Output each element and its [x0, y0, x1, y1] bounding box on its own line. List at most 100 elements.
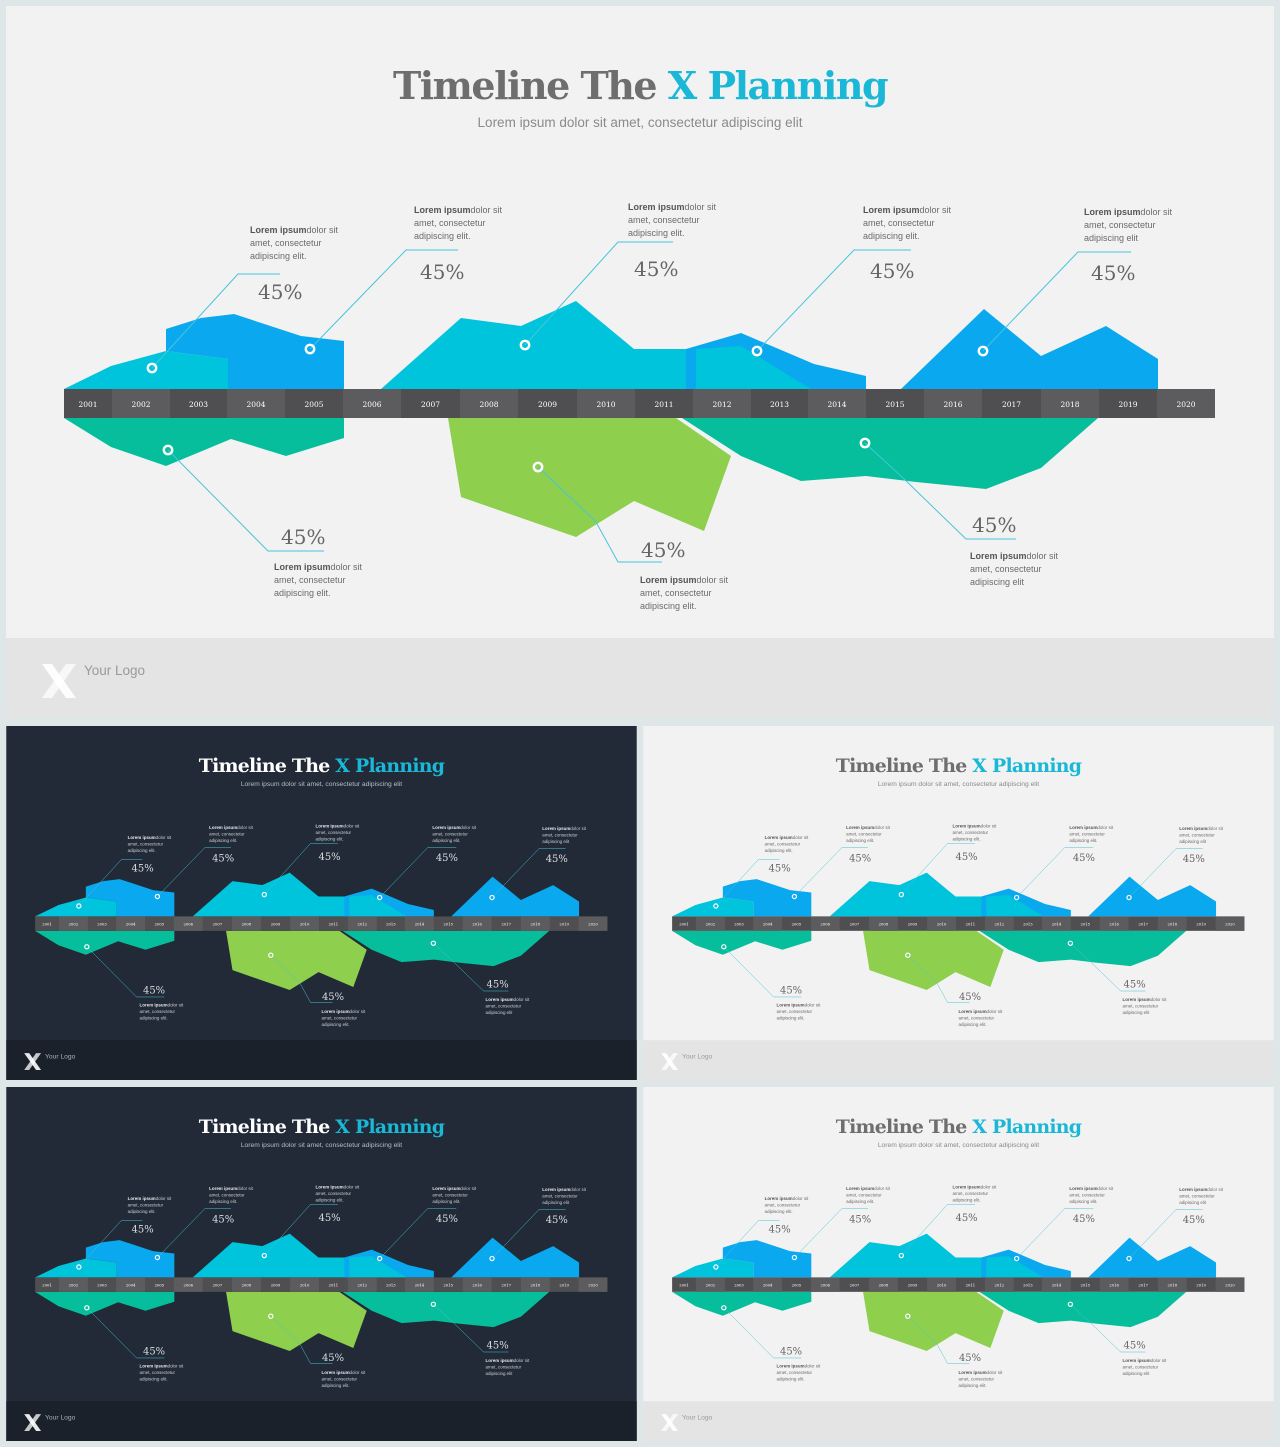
- thumb-light-1-callout-value: 45%: [959, 992, 981, 1003]
- thumb-dark-2-callout-line2: amet, consectetur: [316, 1191, 352, 1196]
- main-callout-bold: Lorem ipsum: [640, 575, 697, 585]
- thumb-dark-2-callout-line3: adipiscing elit.: [140, 1376, 168, 1381]
- thumb-light-2-callout-value: 45%: [769, 1225, 791, 1236]
- main-callout-line3: adipiscing elit.: [863, 231, 920, 241]
- thumb-light-2-year-cell: [984, 1277, 1014, 1292]
- thumb-light-1-callout-bold: Lorem ipsum: [953, 823, 981, 828]
- thumb-light-1-year-label: 2018: [1168, 922, 1178, 926]
- thumb-light-2-year-label: 2003: [734, 1283, 744, 1287]
- thumb-dark-2-callout-bold: Lorem ipsum: [128, 1196, 156, 1201]
- thumb-light-2-callout-bold: Lorem ipsum: [1069, 1186, 1097, 1191]
- thumb-dark-2-marker-ring: [261, 1252, 268, 1259]
- thumb-light-2-year-label: 2017: [1138, 1283, 1148, 1287]
- main-callout-value: 45%: [281, 525, 325, 549]
- slide-thumbnail-light-2[interactable]: Timeline The X Planning Lorem ipsum dolor…: [643, 1087, 1274, 1441]
- thumb-dark-1-callout-line1: Lorem ipsumdolor sit: [322, 1009, 366, 1014]
- thumb-dark-1-callout-line1: Lorem ipsumdolor sit: [542, 826, 586, 831]
- thumb-light-2-callout-line2: amet, consectetur: [846, 1192, 882, 1197]
- slide-thumbnail-light-1[interactable]: Timeline The X Planning Lorem ipsum dolor…: [643, 726, 1274, 1080]
- thumb-light-1-area-teal-right: [979, 930, 1187, 967]
- thumb-light-2-callout-line: [907, 1316, 970, 1364]
- thumb-light-1-year-cell: [984, 916, 1014, 931]
- thumb-dark-2-year-cell: [58, 1277, 88, 1292]
- thumb-light-1-callout-bold: Lorem ipsum: [1123, 997, 1151, 1002]
- thumb-dark-2-callout-value: 45%: [212, 1215, 234, 1226]
- thumb-light-2-callout-line1: Lorem ipsumdolor sit: [777, 1363, 821, 1368]
- thumb-light-1-callout-line3: adipiscing elit.: [953, 836, 981, 841]
- thumb-dark-1-callout-value: 45%: [143, 985, 165, 996]
- thumb-dark-2-year-label: 2008: [242, 1283, 252, 1287]
- slide-thumbnail-dark-2[interactable]: Timeline The X Planning Lorem ipsum dolor…: [6, 1087, 637, 1441]
- main-callout-line3: adipiscing elit.: [250, 251, 307, 261]
- thumb-dark-1-callout-line3: adipiscing elit.: [140, 1015, 168, 1020]
- main-subtitle: Lorem ipsum dolor sit amet, consectetur …: [478, 115, 803, 130]
- thumb-dark-1-year-cell: [173, 916, 203, 931]
- main-year-label: 2001: [78, 400, 97, 409]
- slide-thumbnail-dark-1[interactable]: Timeline The X Planning Lorem ipsum dolor…: [6, 726, 637, 1080]
- thumb-dark-2-year-label: 2007: [213, 1283, 223, 1287]
- thumb-light-1-title-part2: X Planning: [972, 755, 1081, 777]
- thumb-light-2-logo-icon: [661, 1414, 679, 1432]
- thumb-light-2-callout-rest: dolor sit: [987, 1370, 1003, 1375]
- thumb-dark-1-marker-ring: [261, 891, 268, 898]
- thumb-light-2-callout-bold: Lorem ipsum: [777, 1363, 805, 1368]
- thumb-dark-2-callout-line3: adipiscing elit.: [128, 1209, 156, 1214]
- main-marker-ring: [519, 339, 531, 351]
- thumb-dark-1-year-label: 2011: [329, 922, 338, 926]
- main-callout-line: [982, 251, 1131, 352]
- main-year-cell: [808, 389, 866, 418]
- thumb-light-1-area-green-mid: [863, 930, 1004, 991]
- thumb-dark-1-year-cell: [520, 916, 550, 931]
- thumb-light-1-callout-bold: Lorem ipsum: [1179, 826, 1207, 831]
- thumb-light-1-callout-value: 45%: [849, 854, 871, 865]
- thumb-light-2-callout-line3: adipiscing elit.: [765, 1209, 793, 1214]
- thumb-dark-2-callout-line2: amet, consectetur: [322, 1376, 358, 1381]
- thumb-light-2-year-label: 2004: [763, 1283, 773, 1287]
- thumb-light-1-year-label: 2010: [937, 922, 947, 926]
- thumb-dark-1-callout-value: 45%: [322, 992, 344, 1003]
- thumb-light-1-callout-line3: adipiscing elit: [1179, 839, 1207, 844]
- thumb-light-2-area-cyan-mid: [829, 1233, 987, 1278]
- thumb-light-2-logo-text: Your Logo: [682, 1415, 713, 1422]
- main-year-label: 2019: [1118, 400, 1137, 409]
- main-area-cyan-left: [64, 351, 228, 389]
- thumb-dark-1-footer: [6, 1040, 637, 1080]
- thumb-dark-2-callout-line2: amet, consectetur: [486, 1364, 522, 1369]
- main-year-label: 2004: [246, 400, 265, 409]
- thumb-dark-2-year-label: 2003: [97, 1283, 107, 1287]
- thumb-light-1-callout-bold: Lorem ipsum: [777, 1002, 805, 1007]
- thumb-light-1-callout-rest: dolor sit: [793, 835, 809, 840]
- thumb-light-1-logo-text: Your Logo: [682, 1054, 713, 1061]
- thumb-dark-1-callout-line2: amet, consectetur: [316, 830, 352, 835]
- thumb-light-2-callout-line1: Lorem ipsumdolor sit: [959, 1370, 1003, 1375]
- thumb-dark-2-callout-line3: adipiscing elit.: [322, 1383, 350, 1388]
- thumb-dark-2-callout-line: [78, 1219, 143, 1268]
- main-year-label: 2006: [362, 400, 381, 409]
- thumb-light-1-year-cell: [927, 916, 957, 931]
- thumb-light-1-year-cell: [869, 916, 898, 931]
- thumb-dark-2-year-label: 2005: [155, 1283, 165, 1287]
- thumb-light-1-callout-rest: dolor sit: [981, 823, 997, 828]
- thumb-light-1-callout-rest: dolor sit: [805, 1002, 821, 1007]
- thumb-dark-1-callout-rest: dolor sit: [237, 825, 253, 830]
- thumb-dark-1-year-label: 2014: [415, 922, 425, 926]
- thumb-light-2-year-cell: [1215, 1277, 1245, 1292]
- thumb-dark-2-area-teal-right: [342, 1291, 550, 1328]
- thumb-dark-1-year-label: 2008: [242, 922, 252, 926]
- thumb-light-2-callout-line3: adipiscing elit.: [1069, 1199, 1097, 1204]
- thumb-dark-1-year-label: 2016: [472, 922, 482, 926]
- thumb-light-2-subtitle: Lorem ipsum dolor sit amet, consectetur …: [878, 1142, 1039, 1149]
- thumb-light-2-marker-ring: [721, 1305, 727, 1311]
- thumb-light-1-callout-rest: dolor sit: [874, 825, 890, 830]
- main-callout-value: 45%: [634, 257, 678, 281]
- thumb-light-2-callout-bold: Lorem ipsum: [953, 1184, 981, 1189]
- thumb-dark-1-callout-line2: amet, consectetur: [322, 1015, 358, 1020]
- thumb-dark-1-year-label: 2005: [155, 922, 165, 926]
- thumb-dark-1-area-blue-left: [85, 879, 175, 917]
- thumb-dark-2-callout-line1: Lorem ipsumdolor sit: [140, 1363, 184, 1368]
- thumb-dark-1-callout-line3: adipiscing elit.: [322, 1022, 350, 1027]
- thumb-dark-1-callout-line3: adipiscing elit.: [432, 838, 460, 843]
- thumb-light-2-year-cell: [869, 1277, 898, 1292]
- thumb-dark-2-callout-rest: dolor sit: [168, 1363, 184, 1368]
- thumb-dark-2-year-label: 2004: [126, 1283, 136, 1287]
